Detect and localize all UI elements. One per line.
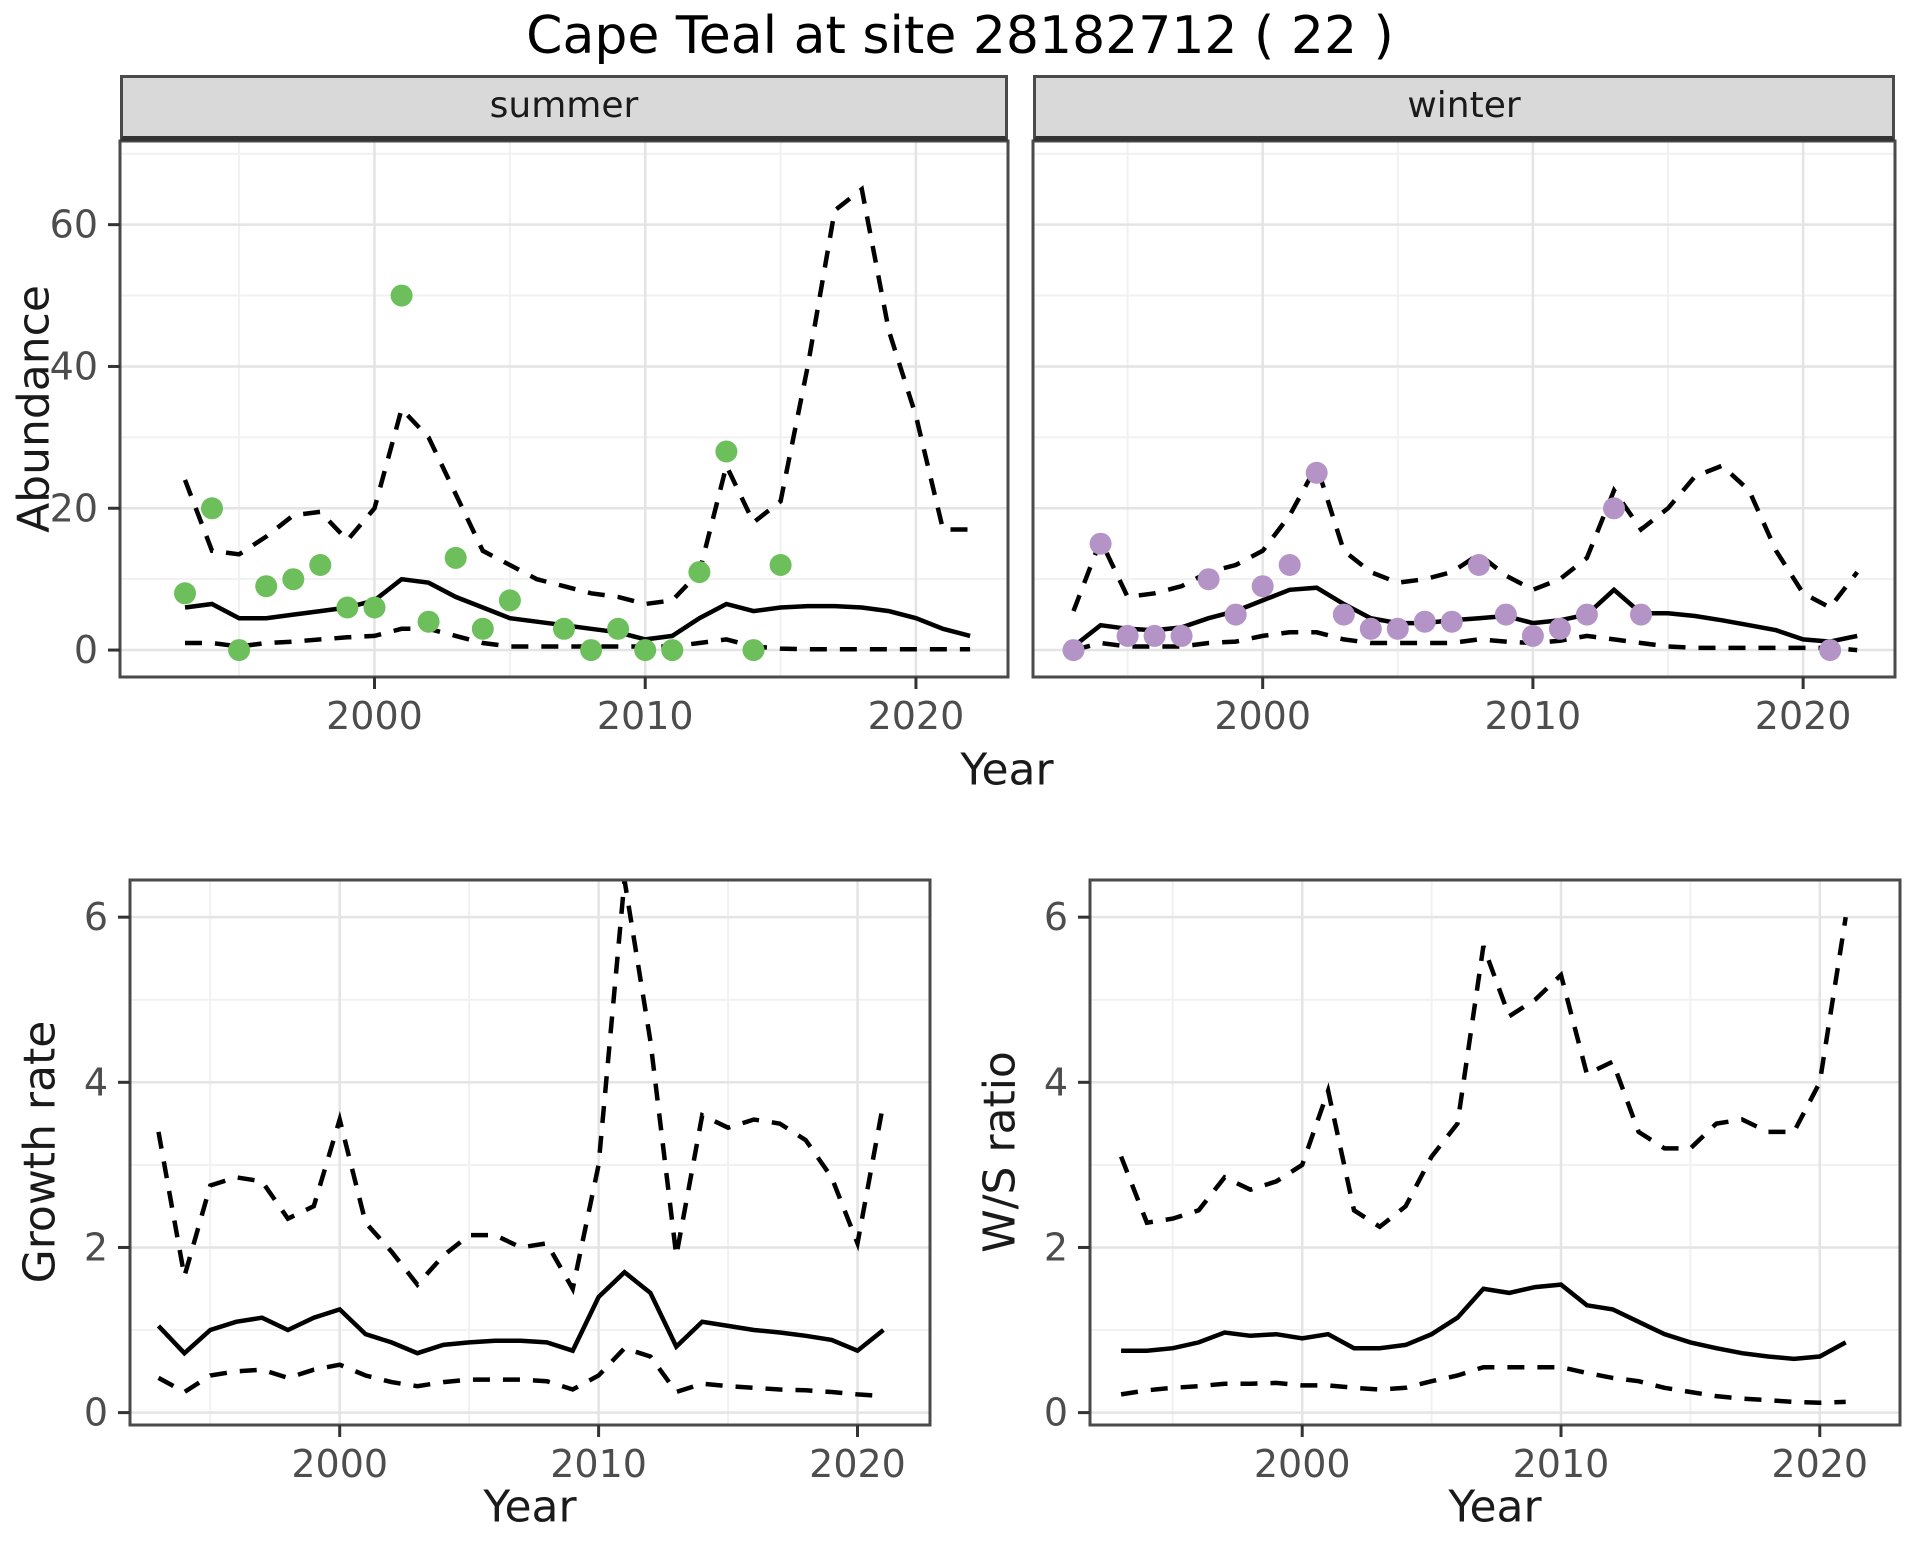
data-point <box>174 582 196 605</box>
x-tick-label: 2020 <box>1771 1442 1868 1486</box>
y-tick-label: 0 <box>74 628 98 672</box>
data-point <box>444 546 467 569</box>
growth-rate-axis-label: Growth rate <box>14 1020 66 1284</box>
data-point <box>1575 603 1598 626</box>
data-point <box>1440 610 1463 633</box>
facet-strip-summer-label: summer <box>489 85 639 126</box>
data-point <box>1548 617 1571 640</box>
facet-strip-winter-label: winter <box>1407 85 1521 126</box>
data-point <box>309 554 332 576</box>
data-point <box>336 596 359 619</box>
data-point <box>715 440 738 463</box>
y-tick-label: 40 <box>50 344 98 388</box>
data-point <box>1386 617 1409 640</box>
y-tick-label: 4 <box>1044 1060 1068 1104</box>
facet-strip-winter: winter <box>1033 75 1895 141</box>
x-tick-label: 2020 <box>868 694 965 738</box>
data-point <box>1143 624 1166 647</box>
panel-ws_ratio: 2000 2010 2020 0 2 4 6 <box>1044 878 1902 1486</box>
panel-growth_rate: 2000 2010 2020 0 2 4 6 <box>84 878 932 1486</box>
x-tick-label: 2000 <box>1254 1442 1351 1486</box>
data-point <box>1305 461 1328 484</box>
data-point <box>1630 603 1652 626</box>
y-tick-label: 2 <box>1044 1225 1068 1269</box>
data-point <box>607 617 630 640</box>
page-title: Cape Teal at site 28182712 ( 22 ) <box>526 6 1394 66</box>
data-point <box>1170 624 1193 647</box>
y-tick-label: 2 <box>84 1225 108 1269</box>
data-point <box>1062 639 1085 662</box>
data-point <box>1332 603 1355 626</box>
x-tick-label: 2000 <box>326 694 423 738</box>
data-point <box>1197 568 1220 591</box>
data-point <box>1467 554 1490 576</box>
data-point <box>1521 624 1544 647</box>
y-tick-label: 6 <box>1044 895 1068 939</box>
data-point <box>255 575 278 598</box>
series-upper_ci <box>1119 916 1848 1230</box>
x-tick-label: 2000 <box>1214 694 1311 738</box>
data-point <box>1251 575 1274 598</box>
data-point <box>282 568 305 591</box>
ws-ratio-axis-label: W/S ratio <box>974 1051 1026 1253</box>
data-point <box>553 617 575 640</box>
x-tick-label: 2020 <box>809 1442 906 1486</box>
data-point <box>201 497 223 520</box>
x-tick-label: 2010 <box>550 1442 647 1486</box>
x-tick-label: 2010 <box>597 694 694 738</box>
data-point <box>471 617 494 640</box>
data-point <box>580 639 603 662</box>
y-tick-label: 0 <box>1044 1391 1068 1435</box>
data-point <box>769 554 792 576</box>
data-point <box>742 639 765 662</box>
data-point <box>1819 639 1842 662</box>
year-axis-label-top: Year <box>960 744 1054 796</box>
series-fitted_abundance <box>1072 585 1858 649</box>
y-tick-label: 60 <box>50 203 98 247</box>
panel-abundance_summer: 2000 2010 2020 0 20 40 60 <box>50 139 1010 738</box>
data-point <box>1278 554 1301 576</box>
series-fitted_abundance <box>184 576 971 642</box>
data-point <box>1603 497 1625 520</box>
series-lower_ci <box>1072 630 1858 653</box>
data-point <box>688 561 711 584</box>
data-point <box>363 596 386 619</box>
year-axis-label-bottom-right: Year <box>1448 1481 1542 1533</box>
x-tick-label: 2020 <box>1755 694 1852 738</box>
series-observed_counts <box>1062 461 1842 662</box>
data-point <box>228 639 251 662</box>
y-tick-label: 0 <box>84 1391 108 1435</box>
series-lower_ci <box>185 626 971 652</box>
data-point <box>1494 603 1517 626</box>
panel-abundance_winter: 2000 2010 2020 <box>1031 139 1897 738</box>
data-point <box>417 610 440 633</box>
data-point <box>1224 603 1247 626</box>
data-point <box>661 639 684 662</box>
x-tick-label: 2010 <box>1485 694 1582 738</box>
x-tick-label: 2000 <box>291 1442 388 1486</box>
series-upper_ci <box>182 185 971 607</box>
series-observed_counts <box>174 284 792 662</box>
data-point <box>1413 610 1436 633</box>
x-tick-label: 2010 <box>1513 1442 1610 1486</box>
facet-strip-summer: summer <box>120 75 1008 141</box>
data-point <box>1359 617 1382 640</box>
series-fitted_ws_ratio <box>1121 1282 1847 1362</box>
data-point <box>498 589 521 612</box>
data-point <box>1116 624 1139 647</box>
data-point <box>390 284 413 307</box>
data-point <box>1089 532 1112 555</box>
y-tick-label: 6 <box>84 895 108 939</box>
data-point <box>634 639 657 662</box>
y-tick-label: 4 <box>84 1060 108 1104</box>
series-lower_ci <box>1120 1364 1846 1405</box>
series-lower_ci <box>157 1345 884 1399</box>
year-axis-label-bottom-left: Year <box>483 1481 577 1533</box>
y-tick-label: 20 <box>50 486 98 530</box>
abundance-axis-label: Abundance <box>8 285 60 533</box>
series-fitted_growth_rate <box>156 1269 885 1357</box>
